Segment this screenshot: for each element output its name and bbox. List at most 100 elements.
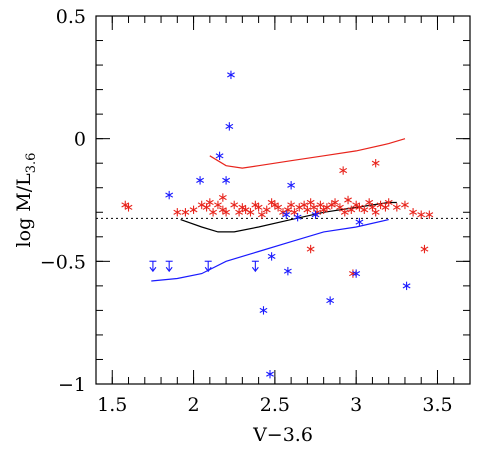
asterisk-stroke <box>283 207 292 213</box>
data-point-asterisk <box>326 296 335 305</box>
x-ticks: 1.5 2 2.5 3 3.5 <box>95 16 471 416</box>
y-axis-title-sub: 3.6 <box>24 153 39 174</box>
asterisk-stroke <box>287 182 296 188</box>
x-tick-label: 2 <box>188 394 200 416</box>
upper-limit-marker <box>149 260 157 273</box>
data-point-asterisk <box>259 306 268 315</box>
data-point-asterisk <box>349 269 357 278</box>
data-point-asterisk <box>352 269 361 278</box>
data-point-asterisk <box>360 205 369 215</box>
asterisk-stroke <box>266 371 274 377</box>
asterisk-stroke <box>368 204 377 210</box>
asterisk-stroke <box>355 219 364 225</box>
limit-arrowhead <box>204 266 212 273</box>
data-point-asterisk <box>287 200 296 210</box>
asterisk-stroke <box>214 202 222 208</box>
limit-arrowhead <box>251 266 259 273</box>
data-point-asterisk <box>355 217 364 227</box>
data-point-asterisk <box>181 208 190 217</box>
asterisk-stroke <box>300 202 309 208</box>
y-axis-title-main: log M/L <box>13 173 35 248</box>
asterisk-stroke <box>295 204 304 210</box>
y-tick-label: −0.5 <box>40 251 86 273</box>
limit-arrowhead <box>149 266 157 273</box>
data-point-asterisk <box>274 203 283 212</box>
asterisk-stroke <box>246 209 255 215</box>
asterisk-stroke <box>306 199 315 206</box>
data-point-asterisk <box>311 210 320 219</box>
upper-limit-marker <box>165 260 173 273</box>
data-point-asterisk <box>336 203 344 212</box>
model-curve <box>151 219 389 282</box>
asterisk-stroke <box>371 209 380 215</box>
data-point-asterisk <box>267 252 276 261</box>
asterisk-stroke <box>347 207 356 213</box>
asterisk-stroke <box>331 199 339 206</box>
asterisk-stroke <box>326 298 335 304</box>
asterisk-stroke <box>402 283 411 289</box>
points-layer <box>121 70 434 379</box>
asterisk-stroke <box>311 212 320 218</box>
asterisk-stroke <box>371 160 380 166</box>
data-point-asterisk <box>222 208 230 217</box>
x-tick-label: 3 <box>350 394 362 416</box>
asterisk-stroke <box>165 192 174 198</box>
data-point-asterisk <box>303 205 312 215</box>
asterisk-stroke <box>425 212 434 218</box>
asterisk-stroke <box>196 177 204 183</box>
data-point-asterisk <box>254 203 263 212</box>
asterisk-stroke <box>287 202 296 208</box>
asterisk-stroke <box>267 253 276 260</box>
asterisk-stroke <box>218 194 227 201</box>
upper-limit-marker <box>204 260 212 273</box>
data-point-asterisk <box>218 193 227 202</box>
asterisk-stroke <box>409 209 417 215</box>
data-point-asterisk <box>420 244 429 254</box>
limit-arrowhead <box>165 266 173 273</box>
data-point-asterisk <box>257 210 266 219</box>
data-point-asterisk <box>344 195 352 205</box>
data-point-asterisk <box>230 200 239 210</box>
asterisk-stroke <box>283 268 292 274</box>
asterisk-stroke <box>230 202 239 208</box>
data-point-asterisk <box>173 208 182 217</box>
data-point-asterisk <box>331 198 339 207</box>
data-point-asterisk <box>340 208 349 217</box>
model-curve <box>209 138 406 169</box>
asterisk-stroke <box>222 177 230 183</box>
data-point-asterisk <box>225 122 234 131</box>
asterisk-stroke <box>173 209 182 215</box>
data-point-asterisk <box>409 208 417 217</box>
asterisk-stroke <box>339 167 348 174</box>
upper-limit-marker <box>251 260 259 273</box>
asterisk-stroke <box>417 212 426 218</box>
asterisk-stroke <box>124 204 133 210</box>
data-point-asterisk <box>425 210 434 219</box>
y-ticks: −1 −0.5 0 0.5 <box>40 6 470 396</box>
asterisk-stroke <box>282 212 291 218</box>
y-tick-label: −1 <box>58 374 86 396</box>
asterisk-stroke <box>352 271 361 277</box>
asterisk-stroke <box>209 209 217 215</box>
data-point-asterisk <box>283 266 292 276</box>
asterisk-stroke <box>257 212 266 218</box>
data-point-asterisk <box>347 205 356 215</box>
asterisk-stroke <box>181 209 190 215</box>
plot-frame <box>95 15 471 385</box>
data-point-asterisk <box>215 151 224 161</box>
data-point-asterisk <box>417 210 426 219</box>
data-point-asterisk <box>227 70 235 80</box>
asterisk-stroke <box>293 214 302 220</box>
asterisk-stroke <box>215 153 224 159</box>
data-point-asterisk <box>401 200 409 210</box>
data-point-asterisk <box>196 176 204 185</box>
asterisk-stroke <box>336 204 344 210</box>
asterisk-stroke <box>420 246 429 252</box>
asterisk-stroke <box>225 123 234 129</box>
asterisk-stroke <box>254 204 263 210</box>
asterisk-stroke <box>259 307 268 313</box>
data-point-asterisk <box>205 198 214 207</box>
data-point-asterisk <box>282 210 291 219</box>
asterisk-stroke <box>384 199 393 206</box>
